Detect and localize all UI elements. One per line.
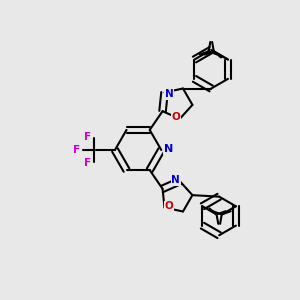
Text: N: N xyxy=(164,144,173,154)
Text: N: N xyxy=(171,175,180,185)
Text: F: F xyxy=(84,158,91,168)
Text: N: N xyxy=(165,89,174,99)
Text: F: F xyxy=(73,145,80,155)
Text: O: O xyxy=(164,201,173,212)
Text: F: F xyxy=(84,132,91,142)
Text: O: O xyxy=(172,112,181,122)
